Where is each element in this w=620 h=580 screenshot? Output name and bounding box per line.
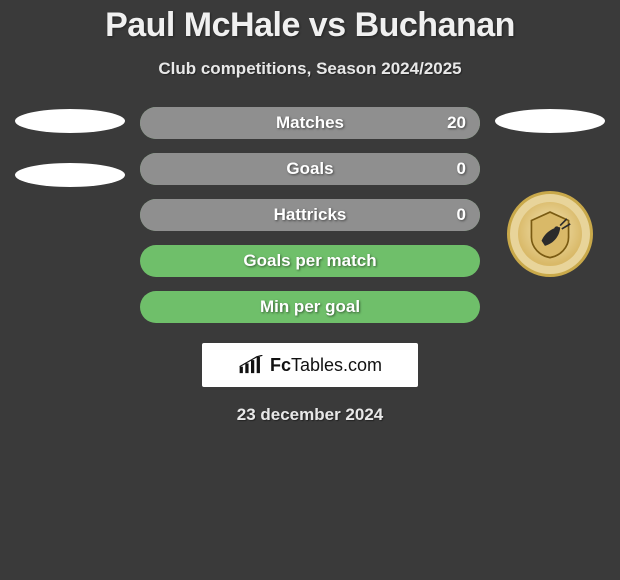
stat-label: Goals [286, 159, 333, 179]
stat-row: Goals per match [140, 245, 480, 277]
page-title: Paul McHale vs Buchanan [0, 0, 620, 45]
right-club-crest [507, 191, 593, 277]
stat-label: Hattricks [274, 205, 347, 225]
stat-value-right: 0 [457, 205, 466, 225]
alloa-crest-icon [518, 202, 582, 266]
stat-row: Hattricks 0 [140, 199, 480, 231]
watermark-brand-rest: Tables.com [291, 355, 382, 375]
right-player-avatar-placeholder [495, 109, 605, 133]
stat-value-right: 20 [447, 113, 466, 133]
snapshot-date: 23 december 2024 [0, 405, 620, 425]
stat-row: Matches 20 [140, 107, 480, 139]
stat-row: Goals 0 [140, 153, 480, 185]
left-club-crest-placeholder [15, 163, 125, 187]
left-player-avatar-placeholder [15, 109, 125, 133]
chart-icon [238, 355, 264, 375]
stat-row: Min per goal [140, 291, 480, 323]
stat-label: Min per goal [260, 297, 360, 317]
fctables-watermark: FcTables.com [202, 343, 418, 387]
left-player-col [10, 107, 130, 323]
watermark-text: FcTables.com [270, 355, 382, 376]
stat-value-right: 0 [457, 159, 466, 179]
comparison-main: Matches 20 Goals 0 Hattricks 0 Goals per match… [0, 107, 620, 323]
watermark-brand-bold: Fc [270, 355, 291, 375]
stat-label: Goals per match [243, 251, 376, 271]
right-player-col [490, 107, 610, 323]
stat-label: Matches [276, 113, 344, 133]
page-subtitle: Club competitions, Season 2024/2025 [0, 59, 620, 79]
stat-rows: Matches 20 Goals 0 Hattricks 0 Goals per match… [140, 107, 480, 323]
